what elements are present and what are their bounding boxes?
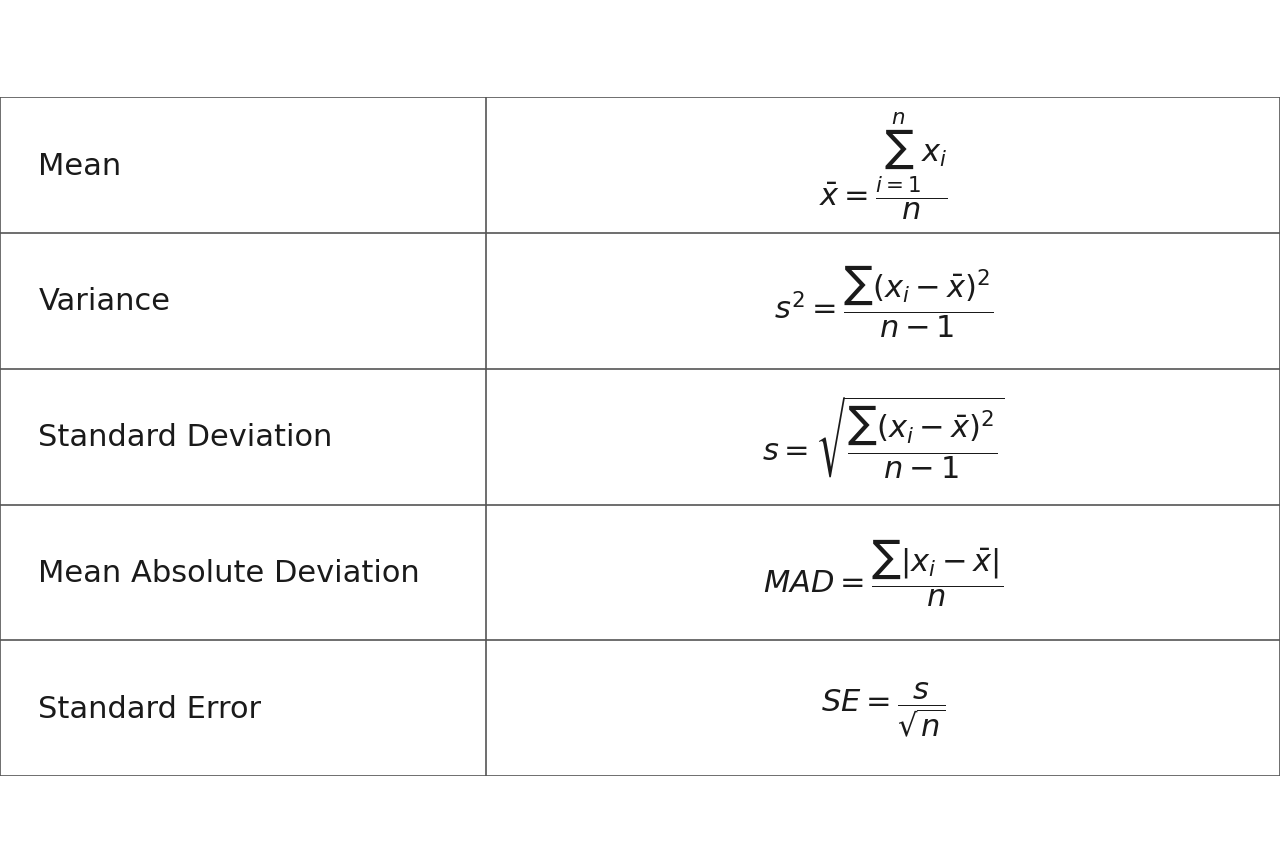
Text: www.inchcalculator.com: www.inchcalculator.com xyxy=(548,827,732,841)
Text: Statistics Formulas: Statistics Formulas xyxy=(403,25,877,73)
Text: $MAD = \dfrac{\sum |x_i - \bar{x}|}{n}$: $MAD = \dfrac{\sum |x_i - \bar{x}|}{n}$ xyxy=(763,537,1004,608)
Text: $s^2 = \dfrac{\sum (x_i - \bar{x})^2}{n-1}$: $s^2 = \dfrac{\sum (x_i - \bar{x})^2}{n-… xyxy=(773,264,993,339)
Text: $\bar{x} = \dfrac{\sum_{i=1}^{n} x_i}{n}$: $\bar{x} = \dfrac{\sum_{i=1}^{n} x_i}{n}… xyxy=(819,110,947,222)
Text: Standard Deviation: Standard Deviation xyxy=(38,423,333,451)
Text: Mean Absolute Deviation: Mean Absolute Deviation xyxy=(38,559,420,587)
Text: $s = \sqrt{\dfrac{\sum (x_i - \bar{x})^2}{n-1}}$: $s = \sqrt{\dfrac{\sum (x_i - \bar{x})^2… xyxy=(762,394,1005,480)
Text: Standard Error: Standard Error xyxy=(38,694,261,722)
Text: $SE = \dfrac{s}{\sqrt{n}}$: $SE = \dfrac{s}{\sqrt{n}}$ xyxy=(820,679,946,738)
Text: Variance: Variance xyxy=(38,287,170,316)
Text: Mean: Mean xyxy=(38,152,122,180)
Text: ⊞: ⊞ xyxy=(627,789,653,817)
